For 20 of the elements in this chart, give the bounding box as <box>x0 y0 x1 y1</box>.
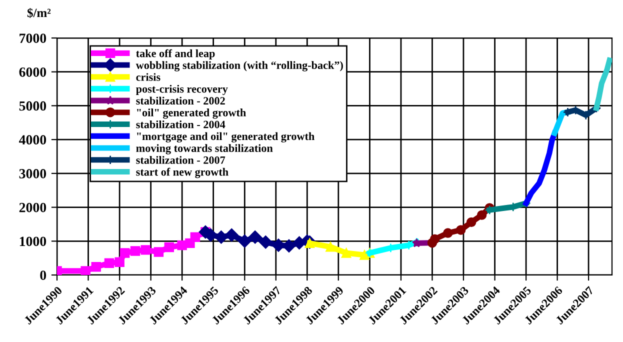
y-tick-label: 0 <box>40 270 46 280</box>
legend-label: stabilization - 2004 <box>136 120 226 128</box>
legend-label: wobbling stabilization (with “rolling-back”) <box>136 61 343 72</box>
legend-label: crisis <box>136 73 160 81</box>
legend-label: "mortgage and oil" generated growth <box>137 132 314 142</box>
legend-label: "oil" generated growth <box>137 108 246 119</box>
y-tick-label: 1000 <box>20 236 46 246</box>
legend-label: take off and leap <box>136 49 215 60</box>
y-tick-label: 2000 <box>19 202 46 212</box>
y-tick-label: 3000 <box>19 169 46 178</box>
y-tick-label: 5000 <box>19 101 46 111</box>
y-tick-label: 7000 <box>20 34 46 43</box>
legend-label: start of new growth <box>136 168 228 178</box>
legend-label: stabilization - 2007 <box>136 156 226 164</box>
y-axis-title: $/m² <box>27 8 51 18</box>
legend-label: stabilization - 2002 <box>136 96 225 105</box>
legend-label: post-crisis recovery <box>136 84 228 95</box>
y-tick-label: 6000 <box>19 67 46 77</box>
legend-label: moving towards stabilization <box>136 144 273 154</box>
y-tick-label: 4000 <box>18 135 46 145</box>
